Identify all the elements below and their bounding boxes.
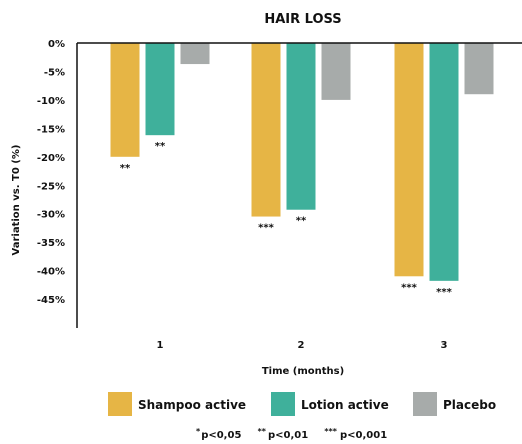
bar-placebo-month-1 xyxy=(180,43,210,65)
y-tick-label: -5% xyxy=(44,67,65,78)
legend-swatch xyxy=(271,392,295,416)
bar-lotion-active-month-3 xyxy=(429,43,459,281)
y-tick-label: 0% xyxy=(48,39,65,50)
chart-title: HAIR LOSS xyxy=(264,12,341,27)
significance-labels: *************** xyxy=(120,141,453,298)
significance-label: ** xyxy=(296,216,307,227)
y-tick-label: -10% xyxy=(37,96,65,107)
bar-lotion-active-month-1 xyxy=(145,43,175,136)
footnote-text: p<0,05 xyxy=(201,430,241,441)
footnote-stars: *** xyxy=(324,427,337,436)
x-axis-ticks: 1 2 3 xyxy=(157,340,448,351)
x-axis-title: Time (months) xyxy=(262,366,344,377)
x-tick-label: 1 xyxy=(157,340,164,351)
legend-label: Lotion active xyxy=(301,398,389,412)
legend-swatch xyxy=(413,392,437,416)
significance-footnote: *p<0,05 ** p<0,01 *** p<0,001 xyxy=(196,427,387,441)
bar-shampoo-active-month-2 xyxy=(251,43,281,217)
significance-label: *** xyxy=(436,287,452,298)
y-axis-ticks: 0% -5% -10% -15% -20% -25% -30% -35% -40% -45% xyxy=(37,39,65,306)
y-axis-title: Variation vs. T0 (%) xyxy=(11,145,22,256)
legend: Shampoo active Lotion active Placebo xyxy=(108,392,496,416)
bar-placebo-month-2 xyxy=(321,43,351,100)
significance-label: ** xyxy=(120,163,131,174)
footnote-text: p<0,01 xyxy=(268,430,308,441)
significance-label: *** xyxy=(258,223,274,234)
y-tick-label: -30% xyxy=(37,210,65,221)
y-tick-label: -15% xyxy=(37,124,65,135)
legend-label: Placebo xyxy=(443,398,496,412)
bar-placebo-month-3 xyxy=(464,43,494,95)
y-tick-label: -40% xyxy=(37,267,65,278)
y-tick-label: -25% xyxy=(37,181,65,192)
y-tick-label: -35% xyxy=(37,238,65,249)
footnote-stars: ** xyxy=(258,427,267,436)
bar-shampoo-active-month-1 xyxy=(110,43,140,157)
legend-swatch xyxy=(108,392,132,416)
bar-lotion-active-month-2 xyxy=(286,43,316,210)
footnote-text: p<0,001 xyxy=(340,430,387,441)
x-tick-label: 3 xyxy=(441,340,448,351)
significance-label: ** xyxy=(155,141,166,152)
bar-shampoo-active-month-3 xyxy=(394,43,424,277)
y-tick-label: -45% xyxy=(37,295,65,306)
footnote-stars: * xyxy=(196,427,201,436)
legend-label: Shampoo active xyxy=(138,398,246,412)
significance-label: *** xyxy=(401,282,417,293)
x-tick-label: 2 xyxy=(298,340,305,351)
y-tick-label: -20% xyxy=(37,153,65,164)
bars xyxy=(110,43,494,281)
